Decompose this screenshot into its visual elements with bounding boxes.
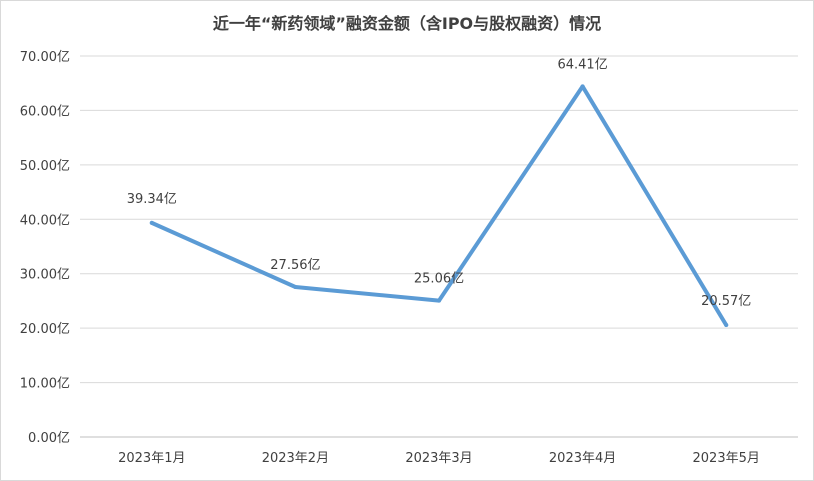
data-point — [149, 220, 154, 225]
x-tick-label: 2023年3月 — [405, 451, 472, 466]
y-tick-label: 10.00亿 — [20, 377, 70, 392]
data-point — [724, 323, 729, 328]
data-point — [580, 84, 585, 89]
x-tick-label: 2023年1月 — [118, 451, 185, 466]
y-tick-label: 0.00亿 — [28, 431, 70, 446]
y-tick-label: 70.00亿 — [20, 50, 70, 65]
x-tick-label: 2023年2月 — [262, 451, 329, 466]
y-tick-label: 30.00亿 — [20, 268, 70, 283]
data-label: 27.56亿 — [270, 258, 320, 273]
series-line — [149, 84, 729, 328]
series-layer — [149, 84, 729, 328]
gridlines — [80, 55, 798, 438]
data-labels: 39.34亿 27.56亿 25.06亿 64.41亿 20.57亿 — [127, 57, 752, 309]
data-label: 39.34亿 — [127, 192, 177, 207]
chart-title: 近一年“新药领域”融资金额（含IPO与股权融资）情况 — [212, 14, 602, 33]
y-tick-label: 60.00亿 — [20, 104, 70, 119]
y-tick-label: 20.00亿 — [20, 322, 70, 337]
data-label: 64.41亿 — [557, 57, 607, 72]
y-axis-labels: 0.00亿 10.00亿 20.00亿 30.00亿 40.00亿 50.00亿 60.00… — [20, 50, 70, 446]
y-tick-label: 50.00亿 — [20, 159, 70, 174]
data-point — [437, 298, 441, 303]
x-tick-label: 2023年5月 — [693, 451, 760, 466]
data-label: 25.06亿 — [414, 272, 464, 287]
y-tick-label: 40.00亿 — [20, 213, 70, 228]
data-label: 20.57亿 — [701, 294, 751, 309]
x-tick-label: 2023年4月 — [549, 451, 616, 466]
data-point — [293, 284, 298, 289]
x-axis-labels: 2023年1月 2023年2月 2023年3月 2023年4月 2023年5月 — [118, 451, 760, 466]
